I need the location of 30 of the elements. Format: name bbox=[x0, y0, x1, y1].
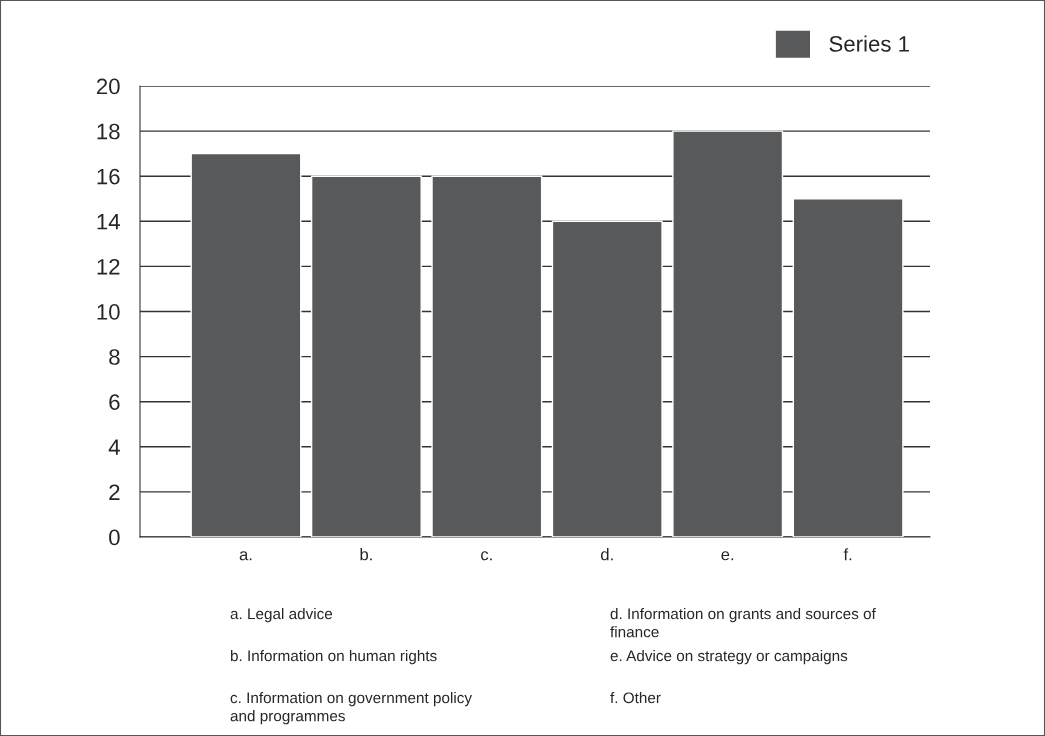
bar bbox=[431, 175, 543, 537]
y-tick-label: 10 bbox=[97, 304, 120, 320]
x-tick-label: a. bbox=[239, 551, 252, 561]
text: c. Information on government policy and programmes bbox=[230, 692, 472, 725]
y-tick-label: 18 bbox=[97, 123, 120, 140]
y-tick-label: 16 bbox=[97, 168, 120, 185]
y-tick-label: 6 bbox=[109, 394, 120, 410]
text: e. Advice on strategy or campaigns bbox=[610, 650, 848, 665]
x-tick-label: b. bbox=[360, 548, 372, 561]
y-tick-label: 8 bbox=[109, 349, 120, 365]
bar bbox=[672, 130, 784, 537]
bar bbox=[190, 152, 302, 537]
y-tick-label: 0 bbox=[109, 529, 120, 546]
y-tick-label: 2 bbox=[109, 484, 120, 500]
text: b. Information on human rights bbox=[230, 650, 437, 665]
bar bbox=[792, 198, 904, 537]
legend-label: Series 1 bbox=[829, 35, 909, 52]
y-tick-label: 4 bbox=[108, 439, 120, 455]
text: d. Information on grants and sources of finance bbox=[610, 608, 876, 638]
x-tick-label: d. bbox=[601, 548, 613, 561]
bar bbox=[551, 220, 663, 537]
x-tick-label: e. bbox=[721, 551, 734, 561]
text: f. Other bbox=[610, 692, 661, 704]
y-tick-label: 14 bbox=[97, 214, 120, 230]
y-tick-label: 20 bbox=[96, 78, 120, 95]
bar bbox=[310, 175, 422, 537]
x-tick-label: c. bbox=[481, 551, 492, 561]
text: a. Legal advice bbox=[230, 608, 333, 623]
y-tick-label: 12 bbox=[97, 258, 120, 275]
x-tick-label: f. bbox=[843, 548, 852, 561]
